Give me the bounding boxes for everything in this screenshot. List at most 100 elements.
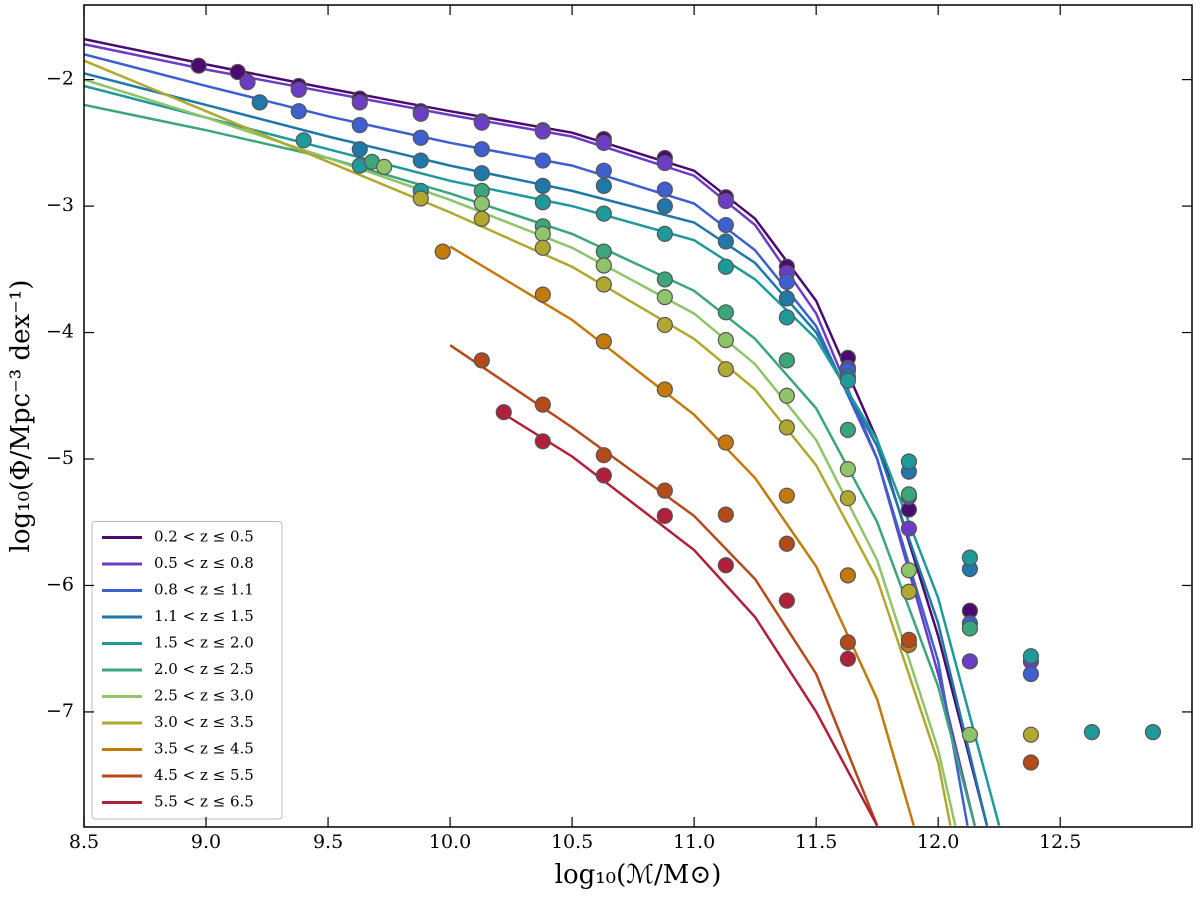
data-point xyxy=(900,631,917,648)
data-point xyxy=(778,352,795,369)
data-point xyxy=(251,94,268,111)
data-point xyxy=(839,634,856,651)
data-point xyxy=(534,239,551,256)
data-point xyxy=(473,352,490,369)
data-point xyxy=(656,507,673,525)
data-point xyxy=(717,216,734,234)
data-point xyxy=(534,194,551,211)
legend-label: 0.5 < z ≤ 0.8 xyxy=(154,554,254,572)
data-point xyxy=(961,726,979,743)
data-point xyxy=(473,165,490,182)
data-point xyxy=(839,490,856,507)
data-point xyxy=(839,461,856,478)
x-tick-label: 11.5 xyxy=(795,831,837,853)
x-tick-label: 10.0 xyxy=(429,831,471,853)
x-tick-label: 9.0 xyxy=(191,831,221,853)
legend-label: 0.2 < z ≤ 0.5 xyxy=(154,528,254,546)
data-point xyxy=(412,129,429,146)
data-point xyxy=(717,557,734,574)
data-point xyxy=(534,433,551,450)
data-point xyxy=(595,134,612,151)
data-point xyxy=(717,361,734,378)
data-point xyxy=(1022,754,1040,771)
data-point xyxy=(900,486,917,503)
data-point xyxy=(290,103,307,120)
legend-label: 0.8 < z ≤ 1.1 xyxy=(154,581,254,599)
data-point xyxy=(961,549,979,566)
data-point xyxy=(717,258,734,275)
legend-label: 3.0 < z ≤ 3.5 xyxy=(154,713,254,731)
legend-label: 1.5 < z ≤ 2.0 xyxy=(154,634,254,652)
data-point xyxy=(473,141,490,158)
plot-area xyxy=(84,37,1162,827)
legend-box xyxy=(91,521,283,820)
x-tick-label: 12.0 xyxy=(917,831,959,853)
fit-line xyxy=(449,344,879,827)
x-tick-label: 10.5 xyxy=(551,831,593,853)
y-tick-label: −6 xyxy=(46,573,74,595)
fit-line xyxy=(84,59,952,826)
y-tick-label: −5 xyxy=(46,447,74,469)
fit-line xyxy=(449,245,916,827)
data-point xyxy=(961,653,979,670)
data-point xyxy=(656,154,673,172)
data-point xyxy=(717,233,734,250)
data-point xyxy=(595,333,612,350)
data-point xyxy=(656,197,673,215)
data-point xyxy=(595,276,612,293)
data-point xyxy=(839,372,856,389)
data-point xyxy=(534,123,551,140)
fit-line xyxy=(498,409,879,827)
data-point xyxy=(839,421,856,439)
data-point xyxy=(351,117,368,134)
data-point xyxy=(1144,724,1162,741)
data-point xyxy=(534,177,551,194)
data-point xyxy=(717,332,734,349)
data-point xyxy=(1022,648,1040,665)
data-point xyxy=(595,162,612,179)
data-point xyxy=(595,467,612,484)
data-point xyxy=(412,190,429,207)
data-point xyxy=(412,105,429,122)
data-point xyxy=(290,81,307,98)
data-point xyxy=(900,562,917,579)
data-point xyxy=(595,447,612,464)
x-tick-label: 12.5 xyxy=(1039,831,1081,853)
data-point xyxy=(239,74,256,91)
data-point xyxy=(412,152,429,169)
data-point xyxy=(839,567,856,584)
data-point xyxy=(534,396,551,413)
data-point xyxy=(656,482,673,499)
x-tick-label: 9.5 xyxy=(313,831,343,853)
data-point xyxy=(900,583,917,600)
y-axis-label: log₁₀(Φ/Mpc⁻³ dex⁻¹) xyxy=(6,280,36,553)
data-point xyxy=(295,132,312,149)
legend: 0.2 < z ≤ 0.5 0.5 < z ≤ 0.8 0.8 < z ≤ 1.1 1… xyxy=(91,521,283,820)
data-point xyxy=(351,141,368,158)
data-point xyxy=(351,94,368,111)
legend-label: 2.5 < z ≤ 3.0 xyxy=(154,687,254,705)
data-point xyxy=(595,177,612,194)
fit-line xyxy=(84,53,969,826)
data-point xyxy=(778,592,795,609)
data-point xyxy=(778,387,795,404)
data-point xyxy=(778,290,795,307)
y-tick-label: −4 xyxy=(46,321,74,343)
data-point xyxy=(534,225,551,242)
data-point xyxy=(778,309,795,326)
data-point xyxy=(376,158,393,175)
y-tick-label: −3 xyxy=(46,194,74,216)
legend-label: 3.5 < z ≤ 4.5 xyxy=(154,740,254,758)
data-point xyxy=(534,152,551,169)
data-point xyxy=(656,181,673,198)
data-point xyxy=(473,114,490,131)
data-point xyxy=(495,404,512,421)
data-point xyxy=(778,487,795,504)
fit-line xyxy=(84,84,1001,827)
data-point xyxy=(656,225,673,242)
data-point xyxy=(1022,665,1040,683)
data-point xyxy=(434,243,451,260)
data-point xyxy=(473,195,490,212)
data-point xyxy=(595,243,612,260)
